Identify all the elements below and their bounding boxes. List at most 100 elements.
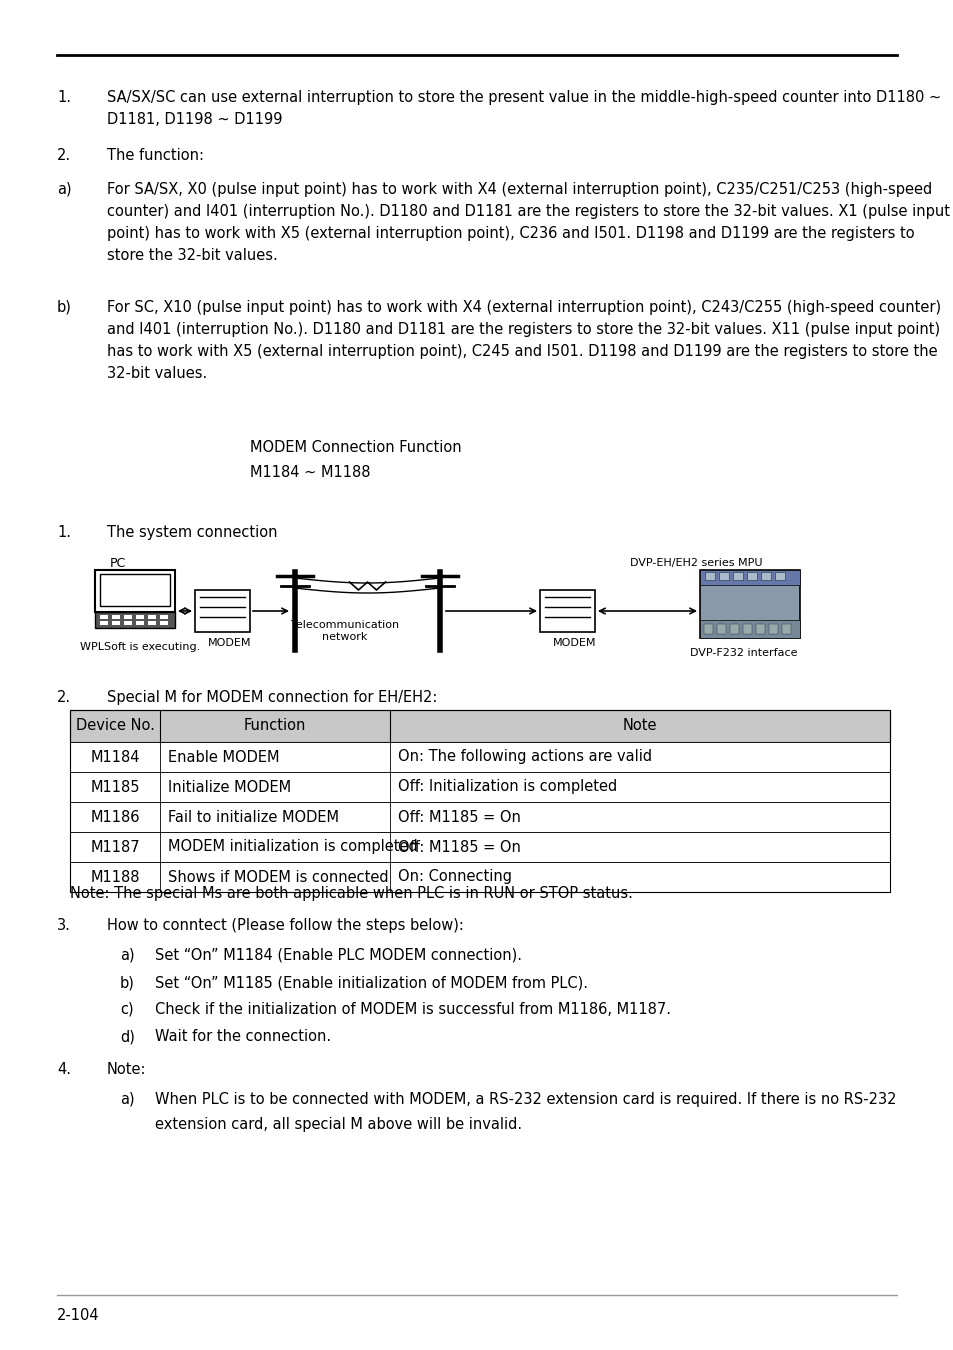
- Bar: [112, 616, 120, 620]
- Text: b): b): [120, 975, 134, 990]
- Bar: [112, 621, 120, 625]
- Bar: [700, 620, 800, 639]
- Text: store the 32-bit values.: store the 32-bit values.: [107, 248, 277, 263]
- Text: counter) and I401 (interruption No.). D1180 and D1181 are the registers to store: counter) and I401 (interruption No.). D1…: [107, 204, 949, 219]
- Text: Special M for MODEM connection for EH/EH2:: Special M for MODEM connection for EH/EH…: [107, 690, 436, 705]
- Text: Off: M1185 = On: Off: M1185 = On: [397, 840, 520, 855]
- Bar: [100, 616, 108, 620]
- Text: Telecommunication
network: Telecommunication network: [291, 620, 398, 641]
- Text: DVP-EH/EH2 series MPU: DVP-EH/EH2 series MPU: [629, 558, 761, 568]
- Text: Set “On” M1185 (Enable initialization of MODEM from PLC).: Set “On” M1185 (Enable initialization of…: [154, 975, 587, 990]
- Text: Note: Note: [622, 718, 657, 733]
- Text: The function:: The function:: [107, 148, 204, 163]
- Bar: [70, 832, 889, 863]
- Text: 3.: 3.: [57, 918, 71, 933]
- Text: 1.: 1.: [57, 525, 71, 540]
- Bar: [148, 616, 156, 620]
- Text: d): d): [120, 1029, 134, 1044]
- Bar: [732, 572, 742, 580]
- Text: a): a): [57, 182, 71, 197]
- Text: Wait for the connection.: Wait for the connection.: [154, 1029, 331, 1044]
- Bar: [160, 621, 168, 625]
- Text: has to work with X5 (external interruption point), C245 and I501. D1198 and D119: has to work with X5 (external interrupti…: [107, 344, 937, 359]
- Text: Initialize MODEM: Initialize MODEM: [168, 779, 291, 795]
- Text: Shows if MODEM is connected: Shows if MODEM is connected: [168, 869, 388, 884]
- Text: a): a): [120, 948, 134, 963]
- Bar: [719, 572, 728, 580]
- Text: DVP-F232 interface: DVP-F232 interface: [689, 648, 797, 657]
- Text: M1186: M1186: [91, 810, 139, 825]
- Bar: [70, 710, 889, 892]
- Bar: [124, 616, 132, 620]
- Bar: [774, 572, 784, 580]
- Bar: [729, 624, 739, 634]
- Text: Note: The special Ms are both applicable when PLC is in RUN or STOP status.: Note: The special Ms are both applicable…: [70, 886, 632, 900]
- Text: a): a): [120, 1092, 134, 1107]
- Bar: [768, 624, 778, 634]
- Bar: [70, 710, 889, 742]
- Bar: [760, 572, 770, 580]
- Bar: [700, 570, 800, 585]
- Text: c): c): [120, 1002, 133, 1017]
- Text: extension card, all special M above will be invalid.: extension card, all special M above will…: [154, 1116, 521, 1133]
- Bar: [539, 590, 595, 632]
- Text: Set “On” M1184 (Enable PLC MODEM connection).: Set “On” M1184 (Enable PLC MODEM connect…: [154, 948, 521, 963]
- Text: 4.: 4.: [57, 1062, 71, 1077]
- Bar: [136, 616, 144, 620]
- Text: M1185: M1185: [91, 779, 139, 795]
- Bar: [70, 772, 889, 802]
- Bar: [746, 572, 757, 580]
- Text: 32-bit values.: 32-bit values.: [107, 366, 207, 381]
- Text: M1187: M1187: [91, 840, 140, 855]
- Text: Device No.: Device No.: [75, 718, 154, 733]
- Bar: [160, 616, 168, 620]
- Bar: [755, 624, 764, 634]
- Bar: [95, 612, 174, 628]
- Text: For SA/SX, X0 (pulse input point) has to work with X4 (external interruption poi: For SA/SX, X0 (pulse input point) has to…: [107, 182, 931, 197]
- Text: M1188: M1188: [91, 869, 139, 884]
- Text: When PLC is to be connected with MODEM, a RS-232 extension card is required. If : When PLC is to be connected with MODEM, …: [154, 1092, 896, 1107]
- Text: How to conntect (Please follow the steps below):: How to conntect (Please follow the steps…: [107, 918, 463, 933]
- Text: Function: Function: [244, 718, 306, 733]
- Text: b): b): [57, 300, 71, 315]
- Text: WPLSoft is executing.: WPLSoft is executing.: [80, 643, 200, 652]
- Bar: [703, 624, 712, 634]
- Text: and I401 (interruption No.). D1180 and D1181 are the registers to store the 32-b: and I401 (interruption No.). D1180 and D…: [107, 323, 939, 338]
- Text: Fail to initialize MODEM: Fail to initialize MODEM: [168, 810, 338, 825]
- Text: MODEM Connection Function: MODEM Connection Function: [250, 440, 461, 455]
- Text: D1181, D1198 ~ D1199: D1181, D1198 ~ D1199: [107, 112, 282, 127]
- Bar: [704, 572, 714, 580]
- Text: MODEM initialization is completed: MODEM initialization is completed: [168, 840, 417, 855]
- Text: point) has to work with X5 (external interruption point), C236 and I501. D1198 a: point) has to work with X5 (external int…: [107, 225, 914, 242]
- Text: 2.: 2.: [57, 690, 71, 705]
- Bar: [148, 621, 156, 625]
- Bar: [742, 624, 751, 634]
- Bar: [70, 802, 889, 832]
- Text: 2-104: 2-104: [57, 1308, 99, 1323]
- Text: 1.: 1.: [57, 90, 71, 105]
- Bar: [100, 574, 170, 606]
- Text: M1184: M1184: [91, 749, 139, 764]
- Bar: [100, 621, 108, 625]
- Text: M1184 ~ M1188: M1184 ~ M1188: [250, 464, 370, 481]
- Bar: [194, 590, 250, 632]
- Text: 2.: 2.: [57, 148, 71, 163]
- Bar: [717, 624, 725, 634]
- Text: On: The following actions are valid: On: The following actions are valid: [397, 749, 652, 764]
- Text: MODEM: MODEM: [553, 639, 596, 648]
- Text: Note:: Note:: [107, 1062, 147, 1077]
- Text: For SC, X10 (pulse input point) has to work with X4 (external interruption point: For SC, X10 (pulse input point) has to w…: [107, 300, 941, 315]
- Text: Check if the initialization of MODEM is successful from M1186, M1187.: Check if the initialization of MODEM is …: [154, 1002, 670, 1017]
- Text: Off: Initialization is completed: Off: Initialization is completed: [397, 779, 617, 795]
- Bar: [70, 743, 889, 772]
- Bar: [70, 863, 889, 892]
- Text: Off: M1185 = On: Off: M1185 = On: [397, 810, 520, 825]
- Bar: [136, 621, 144, 625]
- Text: The system connection: The system connection: [107, 525, 277, 540]
- Bar: [124, 621, 132, 625]
- Bar: [700, 570, 800, 639]
- Bar: [95, 570, 174, 612]
- Text: PC: PC: [110, 558, 126, 570]
- Text: On: Connecting: On: Connecting: [397, 869, 512, 884]
- Bar: [781, 624, 790, 634]
